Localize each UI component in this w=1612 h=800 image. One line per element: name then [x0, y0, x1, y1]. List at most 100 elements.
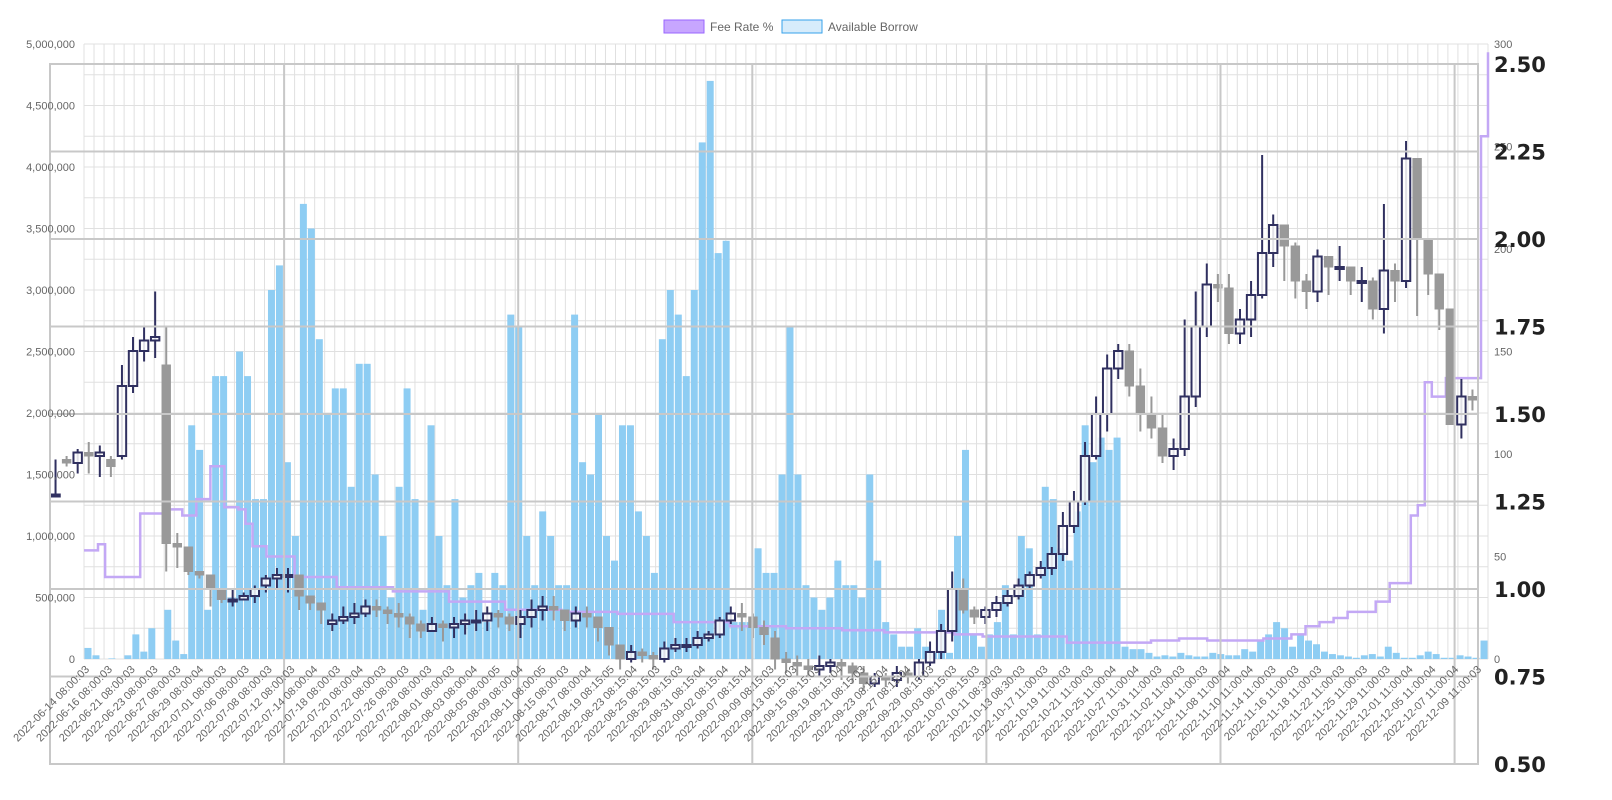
borrow-bar [985, 634, 993, 659]
borrow-bar [1233, 655, 1241, 659]
borrow-bar [762, 572, 770, 659]
borrow-bar [1384, 646, 1392, 659]
borrow-bar [212, 376, 220, 659]
borrow-bar [1376, 656, 1384, 659]
price-tick-label: 2.25 [1494, 141, 1546, 165]
borrow-bar [108, 658, 116, 659]
borrow-bar [475, 572, 483, 659]
legend-label-fee-rate: Fee Rate % [710, 20, 774, 34]
candle-body-down [792, 662, 802, 667]
borrow-bar [1065, 560, 1073, 659]
borrow-bar [1225, 655, 1233, 659]
candle-body-up [127, 350, 139, 387]
candle-body-down [1224, 287, 1234, 334]
candle-body-down [637, 651, 647, 656]
price-tick-label: 1.75 [1494, 316, 1546, 340]
borrow-bar [459, 597, 467, 659]
borrow-bar [834, 560, 842, 659]
candle-body-down [604, 627, 614, 646]
borrow-bar [595, 413, 603, 659]
borrow-bar [1113, 437, 1121, 659]
candle-body-up [1079, 455, 1091, 503]
candle-body-up [116, 385, 128, 457]
borrow-bar [794, 474, 802, 659]
candle-body-down [84, 452, 94, 457]
legend-item-fee-rate[interactable]: Fee Rate % [663, 19, 774, 34]
legend[interactable]: Fee Rate % Available Borrow [663, 19, 918, 34]
borrow-bar [435, 536, 443, 659]
borrow-bar [1352, 657, 1360, 659]
candle-body-up [537, 605, 548, 611]
candle-body-down [416, 623, 426, 632]
borrow-bar [906, 646, 914, 659]
borrow-bar [1177, 652, 1185, 659]
borrow-bar [395, 486, 403, 659]
borrow-bar [587, 474, 595, 659]
borrow-bar [898, 646, 906, 659]
candle-body-up [526, 609, 537, 618]
price-tick-label: 0.50 [1494, 753, 1546, 777]
candle-body-up [1312, 255, 1323, 293]
legend-label-available-borrow: Available Borrow [828, 20, 918, 34]
y-right-tick-label: 300 [1494, 39, 1512, 51]
candle-body-up [825, 661, 836, 667]
candle-body-up [260, 577, 272, 587]
borrow-bar [467, 585, 475, 659]
y-left-tick-label: 2,000,000 [26, 408, 75, 420]
borrow-bar [730, 622, 738, 659]
borrow-bar [331, 388, 339, 659]
borrow-bar [228, 597, 236, 659]
borrow-bar [738, 622, 746, 659]
borrow-bar [1456, 655, 1464, 659]
borrow-bar [355, 363, 363, 659]
borrow-bar [379, 536, 387, 659]
borrow-bar [84, 647, 92, 659]
candle-body-up [1356, 280, 1367, 284]
borrow-bar [1336, 655, 1344, 659]
borrow-bar [267, 290, 275, 659]
candle-body-down [770, 637, 780, 660]
borrow-bar [874, 560, 882, 659]
borrow-bar [770, 572, 778, 659]
y-right-tick-label: 200 [1494, 244, 1512, 256]
borrow-bar [842, 585, 850, 659]
candle-body-down [648, 655, 659, 660]
borrow-bar [1289, 646, 1297, 659]
candle-body-down [969, 609, 980, 618]
candle-body-down [737, 613, 747, 618]
y-right-tick-label: 150 [1494, 347, 1512, 359]
candle-body-down [1368, 280, 1378, 310]
borrow-bar [1129, 649, 1137, 659]
borrow-bar [1209, 652, 1217, 659]
candle-body-down [316, 602, 326, 611]
candle-body-down [593, 616, 603, 628]
candle-body-up [1190, 325, 1201, 398]
borrow-bar [1105, 449, 1113, 659]
candle-body-up [482, 612, 493, 622]
candle-body-up [946, 588, 958, 632]
candle-body-up [681, 644, 692, 648]
borrow-bar [698, 142, 706, 659]
borrow-bar [1001, 585, 1009, 659]
borrow-bar [706, 80, 714, 659]
candle-body-up [1400, 157, 1412, 282]
legend-item-available-borrow[interactable]: Available Borrow [781, 19, 918, 34]
borrow-bar [1033, 634, 1041, 659]
borrow-bar [1241, 649, 1249, 659]
candle-body-down [61, 459, 72, 464]
candle-body-up [1378, 269, 1390, 310]
borrow-bar [244, 376, 252, 659]
borrow-bar [1408, 657, 1416, 659]
candle-body-down [1290, 245, 1301, 282]
borrow-bar [1448, 657, 1456, 659]
candle-body-up [1113, 350, 1124, 370]
borrow-bar [291, 536, 299, 659]
borrow-bar [483, 622, 491, 659]
candle-body-up [1068, 500, 1080, 527]
borrow-bar [124, 655, 132, 659]
borrow-bar [1480, 640, 1488, 659]
borrow-bar [1057, 548, 1065, 659]
candle-body-up [426, 623, 438, 632]
borrow-bar [1281, 628, 1289, 659]
candle-body-up [692, 637, 703, 646]
